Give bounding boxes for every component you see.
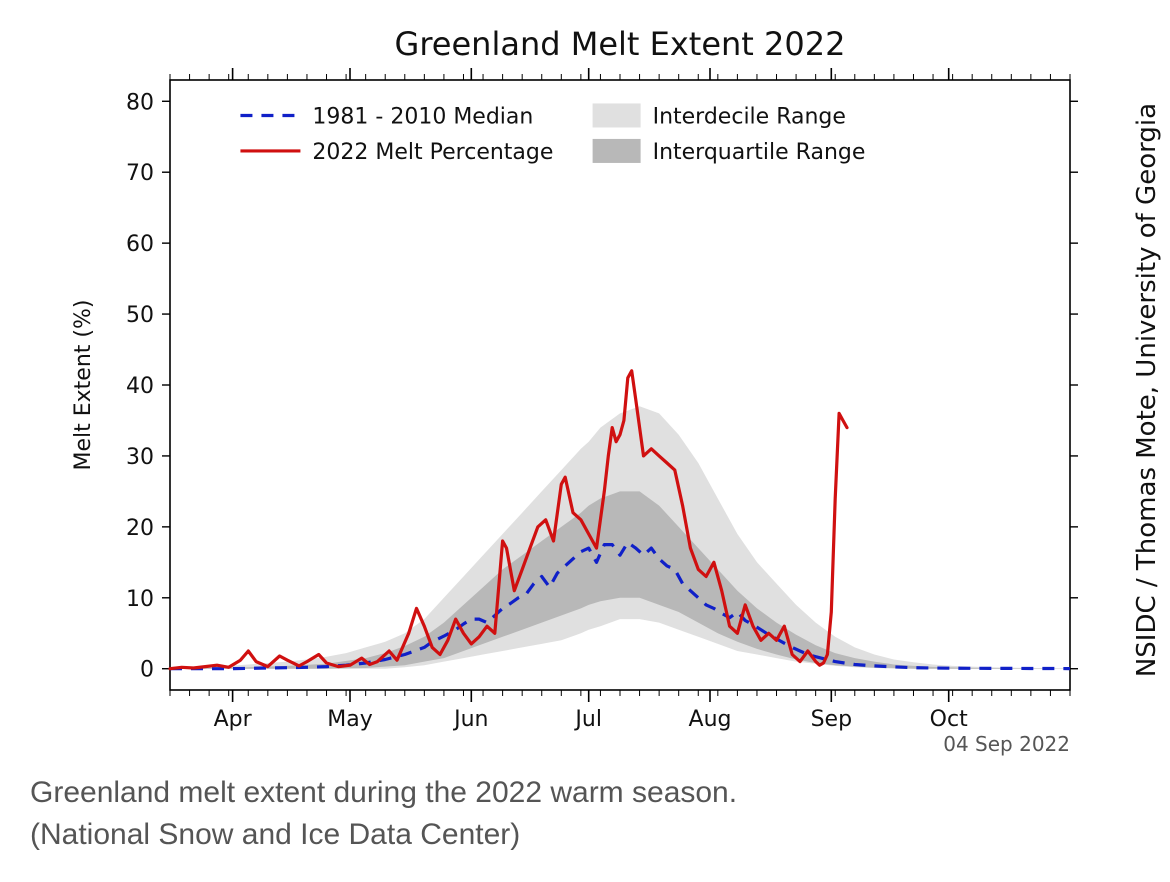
svg-text:Oct: Oct xyxy=(930,707,968,732)
svg-text:Apr: Apr xyxy=(214,707,253,732)
svg-text:20: 20 xyxy=(126,516,154,541)
svg-text:60: 60 xyxy=(126,232,154,257)
svg-text:Sep: Sep xyxy=(811,707,852,732)
side-credit: NSIDC / Thomas Mote, University of Georg… xyxy=(1132,40,1162,740)
side-credit-text: NSIDC / Thomas Mote, University of Georg… xyxy=(1132,103,1162,677)
svg-text:Interquartile Range: Interquartile Range xyxy=(653,140,866,165)
melt-extent-chart: 0 10 20 30 40 50 60 70 80 Apr May Jun Jul Aug Sep Oct Gr… xyxy=(20,10,1100,770)
caption-line-2: (National Snow and Ice Data Center) xyxy=(30,814,737,856)
svg-text:Interdecile Range: Interdecile Range xyxy=(653,104,846,129)
svg-text:10: 10 xyxy=(126,587,154,612)
svg-text:Aug: Aug xyxy=(689,707,732,732)
svg-text:1981 - 2010 Median: 1981 - 2010 Median xyxy=(312,104,533,129)
caption-line-1: Greenland melt extent during the 2022 wa… xyxy=(30,772,737,814)
caption: Greenland melt extent during the 2022 wa… xyxy=(30,772,737,856)
svg-text:Greenland Melt Extent 2022: Greenland Melt Extent 2022 xyxy=(395,25,846,63)
svg-text:30: 30 xyxy=(126,445,154,470)
svg-text:2022 Melt Percentage: 2022 Melt Percentage xyxy=(312,140,553,165)
date-stamp: 04 Sep 2022 xyxy=(943,732,1070,756)
svg-text:May: May xyxy=(327,707,372,732)
svg-text:Melt Extent (%): Melt Extent (%) xyxy=(71,300,96,471)
svg-text:40: 40 xyxy=(126,374,154,399)
svg-text:Jun: Jun xyxy=(452,707,488,732)
svg-text:Jul: Jul xyxy=(573,707,602,732)
svg-text:70: 70 xyxy=(126,161,154,186)
svg-text:50: 50 xyxy=(126,303,154,328)
svg-text:80: 80 xyxy=(126,90,154,115)
svg-text:0: 0 xyxy=(140,658,154,683)
